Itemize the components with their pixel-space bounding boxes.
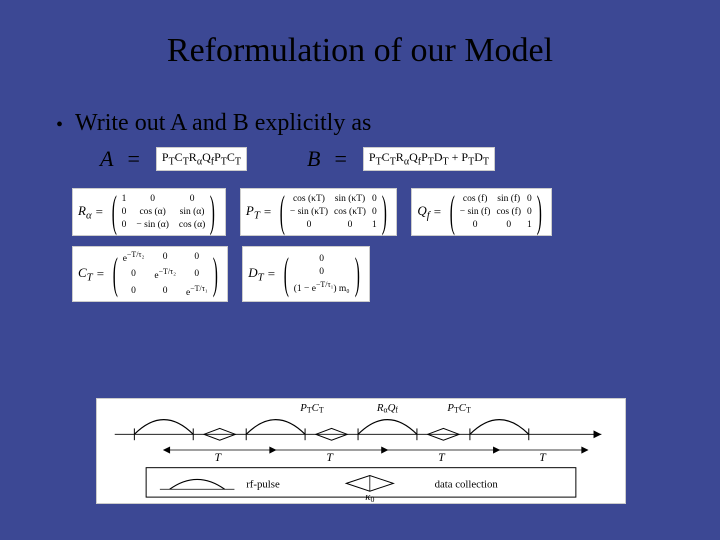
A-equals: =	[127, 146, 139, 172]
matrix-label: CT	[78, 265, 93, 284]
bullet-text: Write out A and B explicitly as	[75, 110, 371, 137]
bullet-dot: •	[56, 110, 63, 140]
matrix-box: DT=(00(1 − e−T/τ₁) m₀)	[242, 246, 370, 302]
matrix-cell: 0	[372, 207, 377, 217]
matrix-equals: =	[97, 266, 104, 282]
B-formula: PTCTRαQfPTDT + PTDT	[369, 150, 489, 167]
matrix-cell: e−T/τ₂	[123, 250, 145, 264]
bullet-line: • Write out A and B explicitly as	[56, 110, 720, 140]
matrix-cell: − sin (κT)	[290, 207, 328, 217]
matrix-box: CT=(e−T/τ₂000e−T/τ₂000e−T/τ₁)	[72, 246, 228, 302]
matrix-equals: =	[268, 266, 275, 282]
matrix-cell: 0	[163, 286, 168, 296]
top-center-label: RαQf	[376, 402, 399, 415]
A-label: A	[100, 146, 113, 172]
matrix-cell: 0	[131, 269, 136, 279]
matrix-equals: =	[434, 204, 441, 220]
matrix-equals: =	[96, 204, 103, 220]
matrix-row-2: CT=(e−T/τ₂000e−T/τ₂000e−T/τ₁)DT=(00(1 − …	[72, 246, 720, 302]
slide-root: Reformulation of our Model • Write out A…	[0, 0, 720, 540]
matrix-cell: 0	[194, 269, 199, 279]
matrix-label: DT	[248, 265, 263, 284]
matrix-cell: 0	[150, 194, 155, 204]
top-left-label: PTCT	[299, 402, 324, 415]
matrix-cell: 0	[194, 252, 199, 262]
matrix-grid: 0 0 (1 − e−T/τ₁) m₀	[294, 254, 350, 294]
T-label-1: T	[214, 451, 222, 464]
matrix-grid: e−T/τ₂ 0 0 0 e−T/τ₂ 0 0 0 e−T/τ₁	[123, 250, 208, 298]
matrix-cell: e−T/τ₂	[154, 267, 176, 281]
matrix-cell: (1 − e−T/τ₁) m₀	[294, 280, 350, 294]
matrix-cell: sin (f)	[497, 194, 520, 204]
A-formula: PTCTRαQfPTCT	[162, 150, 241, 167]
matrix-cell: 0	[372, 194, 377, 204]
matrix-cell: cos (f)	[496, 207, 521, 217]
matrix-cell: cos (κT)	[334, 207, 366, 217]
matrix-cell: cos (κT)	[293, 194, 325, 204]
matrix-grid: cos (κT) sin (κT) 0 − sin (κT) cos (κT) 0 0 0 1	[290, 194, 377, 230]
matrix-cell: 0	[319, 267, 324, 277]
slide-title: Reformulation of our Model	[0, 0, 720, 70]
matrix-cell: 0	[122, 207, 127, 217]
T-label-3: T	[438, 451, 446, 464]
pulse-diagram: T T T T PTCT RαQf PTCT rf-pulse	[97, 399, 625, 503]
B-formula-box: PTCTRαQfPTDT + PTDT	[363, 147, 495, 170]
T-label-2: T	[326, 451, 334, 464]
matrix-cell: 0	[307, 220, 312, 230]
data-collection-label: data collection	[435, 478, 499, 490]
matrix-cell: 0	[527, 207, 532, 217]
matrix-cell: 0	[163, 252, 168, 262]
matrix-cell: 0	[122, 220, 127, 230]
matrix-cell: 0	[319, 254, 324, 264]
matrix-box: Rα=(1000cos (α)sin (α)0− sin (α)cos (α))	[72, 188, 226, 236]
A-formula-box: PTCTRαQfPTCT	[156, 147, 247, 170]
matrix-label: PT	[246, 203, 260, 222]
matrix-equals: =	[264, 204, 271, 220]
matrix-row-1: Rα=(1000cos (α)sin (α)0− sin (α)cos (α))…	[72, 188, 720, 236]
rf-pulse-label: rf-pulse	[246, 478, 280, 490]
matrix-cell: − sin (f)	[460, 207, 491, 217]
matrix-box: Qf=(cos (f)sin (f)0− sin (f)cos (f)0001)	[411, 188, 552, 236]
k0-label: κ0	[365, 491, 374, 503]
matrix-cell: 0	[506, 220, 511, 230]
B-label: B	[307, 146, 320, 172]
matrix-cell: − sin (α)	[136, 220, 169, 230]
matrix-label: Qf	[417, 203, 429, 222]
matrix-cell: e−T/τ₁	[186, 284, 208, 298]
matrix-cell: sin (κT)	[335, 194, 365, 204]
matrix-cell: cos (α)	[179, 220, 205, 230]
matrix-label: Rα	[78, 203, 92, 222]
matrix-cell: 1	[527, 220, 532, 230]
matrix-cell: 0	[131, 286, 136, 296]
matrix-grid: cos (f) sin (f) 0 − sin (f) cos (f) 0 0 0 1	[460, 194, 532, 230]
matrix-cell: 0	[190, 194, 195, 204]
matrix-cell: 1	[372, 220, 377, 230]
matrix-box: PT=(cos (κT)sin (κT)0− sin (κT)cos (κT)0…	[240, 188, 397, 236]
T-label-4: T	[539, 451, 547, 464]
diagram-box: T T T T PTCT RαQf PTCT rf-pulse	[96, 398, 626, 504]
top-right-label: PTCT	[446, 402, 471, 415]
B-equals: =	[334, 146, 346, 172]
matrix-cell: 0	[473, 220, 478, 230]
matrix-cell: cos (f)	[463, 194, 488, 204]
matrix-cell: 0	[527, 194, 532, 204]
matrix-cell: sin (α)	[180, 207, 205, 217]
equation-row: A = PTCTRαQfPTCT B = PTCTRαQfPTDT + PTDT	[100, 146, 720, 172]
matrix-cell: 0	[348, 220, 353, 230]
matrix-cell: cos (α)	[139, 207, 165, 217]
matrix-grid: 1 0 0 0 cos (α) sin (α) 0 − sin (α) cos (α)	[122, 194, 206, 230]
matrix-cell: 1	[122, 194, 127, 204]
